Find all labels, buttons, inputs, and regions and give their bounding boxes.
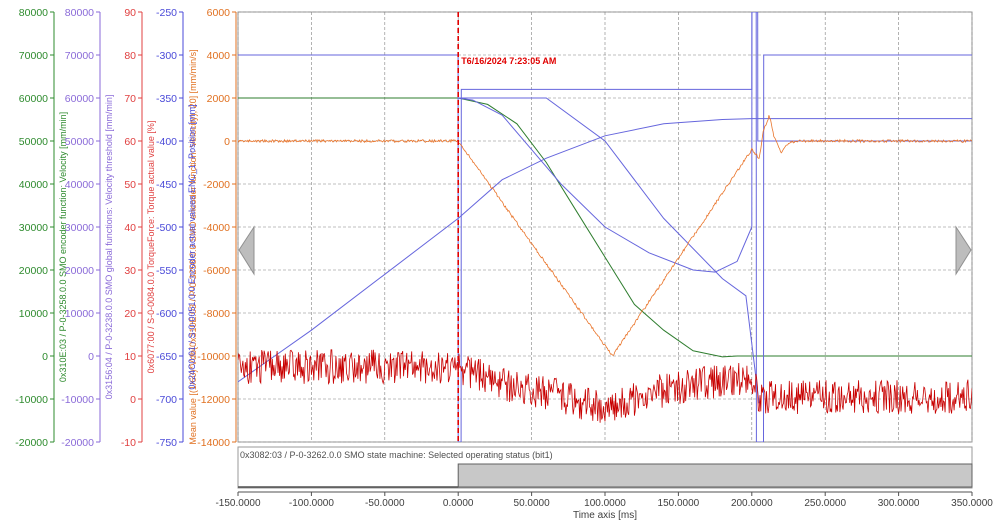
series-line xyxy=(238,97,972,358)
y-axis-tick-label: 60000 xyxy=(65,93,94,105)
main-axis-tick-label: -4000 xyxy=(203,222,230,234)
y-axis-label: 0x310E:03 / P-0-3258.0.0 SMO encoder fun… xyxy=(58,112,68,382)
y-axis-tick-label: 10000 xyxy=(19,308,48,320)
y-axis-tick-label: 20000 xyxy=(19,265,48,277)
main-axis-tick-label: 6000 xyxy=(207,7,231,19)
main-axis-tick-label: -14000 xyxy=(197,437,230,449)
x-axis-tick-label: -100.0000 xyxy=(289,498,334,509)
main-axis-tick-label: -10000 xyxy=(197,351,230,363)
y-axis-tick-label: -600 xyxy=(156,308,177,320)
series-line xyxy=(238,118,972,383)
y-axis-tick-label: 80000 xyxy=(65,7,94,19)
y-axis-tick-label: -20000 xyxy=(61,437,94,449)
y-axis-tick-label: 50000 xyxy=(19,136,48,148)
x-axis-tick-label: -50.0000 xyxy=(365,498,405,509)
x-axis-tick-label: 200.0000 xyxy=(731,498,773,509)
y-axis-label: 0x24C0:01 / S-0-0051.0.0 Encoder actual … xyxy=(187,104,197,389)
y-axis-tick-label: 10 xyxy=(124,351,136,363)
y-axis-tick-label: 70 xyxy=(124,93,136,105)
series-line xyxy=(238,115,972,357)
plot-area: T6/16/2024 7:23:05 AM xyxy=(237,11,973,443)
y-axis-label: 0x6077:00 / S-0-0084.0.0 TorqueForce: To… xyxy=(146,121,156,374)
x-axis-tick-label: -150.0000 xyxy=(215,498,260,509)
x-axis-tick-label: 0.0000 xyxy=(443,498,474,509)
x-axis: -150.0000 -100.0000 -50.0000 0.0000 50.0000 1… xyxy=(215,491,993,521)
y-axis-tick-label: 40000 xyxy=(19,179,48,191)
y-axis-tick-label: -750 xyxy=(156,437,177,449)
y-axis-tick-label: 80000 xyxy=(19,7,48,19)
y-axis-tick-label: -350 xyxy=(156,93,177,105)
main-axis-tick-label: -2000 xyxy=(203,179,230,191)
x-axis-tick-label: 300.0000 xyxy=(878,498,920,509)
y-axis-tick-label: -20000 xyxy=(15,437,48,449)
x-axis-tick-label: 50.0000 xyxy=(514,498,551,509)
x-axis-label: Time axis [ms] xyxy=(573,510,637,521)
main-axis-tick-label: 4000 xyxy=(207,50,231,62)
y-axis-tick-label: -500 xyxy=(156,222,177,234)
y-axis-tick-label: 0 xyxy=(42,351,48,363)
y-axis-tick-label: -10000 xyxy=(15,394,48,406)
x-axis-tick-label: 150.0000 xyxy=(658,498,700,509)
y-axes-group: 6000400020000-2000-4000-6000-8000-10000-… xyxy=(15,7,237,449)
y-axis-tick-label: 0 xyxy=(130,394,136,406)
y-axis-tick-label: 80 xyxy=(124,50,136,62)
y-axis-tick-label: 20000 xyxy=(65,265,94,277)
y-axis-label: 0x3156:04 / P-0-3238.0.0 SMO global func… xyxy=(104,95,114,400)
x-axis-tick-label: 250.0000 xyxy=(804,498,846,509)
y-axis-tick-label: -550 xyxy=(156,265,177,277)
y-axis-tick-label: 70000 xyxy=(65,50,94,62)
y-axis-tick-label: -300 xyxy=(156,50,177,62)
y-axis-tick-label: 90 xyxy=(124,7,136,19)
y-axis-tick-label: -700 xyxy=(156,394,177,406)
y-axis-tick-label: 40000 xyxy=(65,179,94,191)
main-axis-tick-label: -8000 xyxy=(203,308,230,320)
y-axis-tick-label: 30000 xyxy=(65,222,94,234)
scroll-right-arrow[interactable] xyxy=(955,225,972,276)
y-axis-tick-label: -10 xyxy=(121,437,136,449)
y-axis-tick-label: -450 xyxy=(156,179,177,191)
main-axis-tick-label: -12000 xyxy=(197,394,230,406)
y-axis-tick-label: -250 xyxy=(156,7,177,19)
y-axis-tick-label: 30 xyxy=(124,265,136,277)
y-axis-tick-label: 50 xyxy=(124,179,136,191)
y-axis-tick-label: -400 xyxy=(156,136,177,148)
series-line xyxy=(238,349,972,423)
y-axis-tick-label: 60000 xyxy=(19,93,48,105)
y-axis-tick-label: 70000 xyxy=(19,50,48,62)
series-line xyxy=(458,97,760,404)
cursor-timestamp: T6/16/2024 7:23:05 AM xyxy=(461,56,556,66)
state-panel-label: 0x3082:03 / P-0-3262.0.0 SMO state machi… xyxy=(240,450,553,460)
main-axis-tick-label: 2000 xyxy=(207,93,231,105)
y-axis-tick-label: 40 xyxy=(124,222,136,234)
y-axis-tick-label: 60 xyxy=(124,136,136,148)
series-line xyxy=(458,12,972,273)
x-axis-tick-label: 100.0000 xyxy=(584,498,626,509)
x-axis-tick-label: 350.0000 xyxy=(951,498,993,509)
y-axis-tick-label: 10000 xyxy=(65,308,94,320)
y-axis-tick-label: 50000 xyxy=(65,136,94,148)
state-panel: 0x3082:03 / P-0-3262.0.0 SMO state machi… xyxy=(237,446,973,489)
scroll-left-arrow[interactable] xyxy=(238,225,255,276)
y-axis-tick-label: -650 xyxy=(156,351,177,363)
main-axis-tick-label: 0 xyxy=(224,136,230,148)
y-axis-tick-label: 20 xyxy=(124,308,136,320)
state-bar-active xyxy=(457,463,973,488)
y-axis-tick-label: 30000 xyxy=(19,222,48,234)
y-axis-tick-label: -10000 xyxy=(61,394,94,406)
main-axis-label: Mean value [(1/60)*Vdb(0x310E:03 / P-0-3… xyxy=(188,49,198,444)
y-axis-tick-label: 0 xyxy=(88,351,94,363)
main-axis-tick-label: -6000 xyxy=(203,265,230,277)
